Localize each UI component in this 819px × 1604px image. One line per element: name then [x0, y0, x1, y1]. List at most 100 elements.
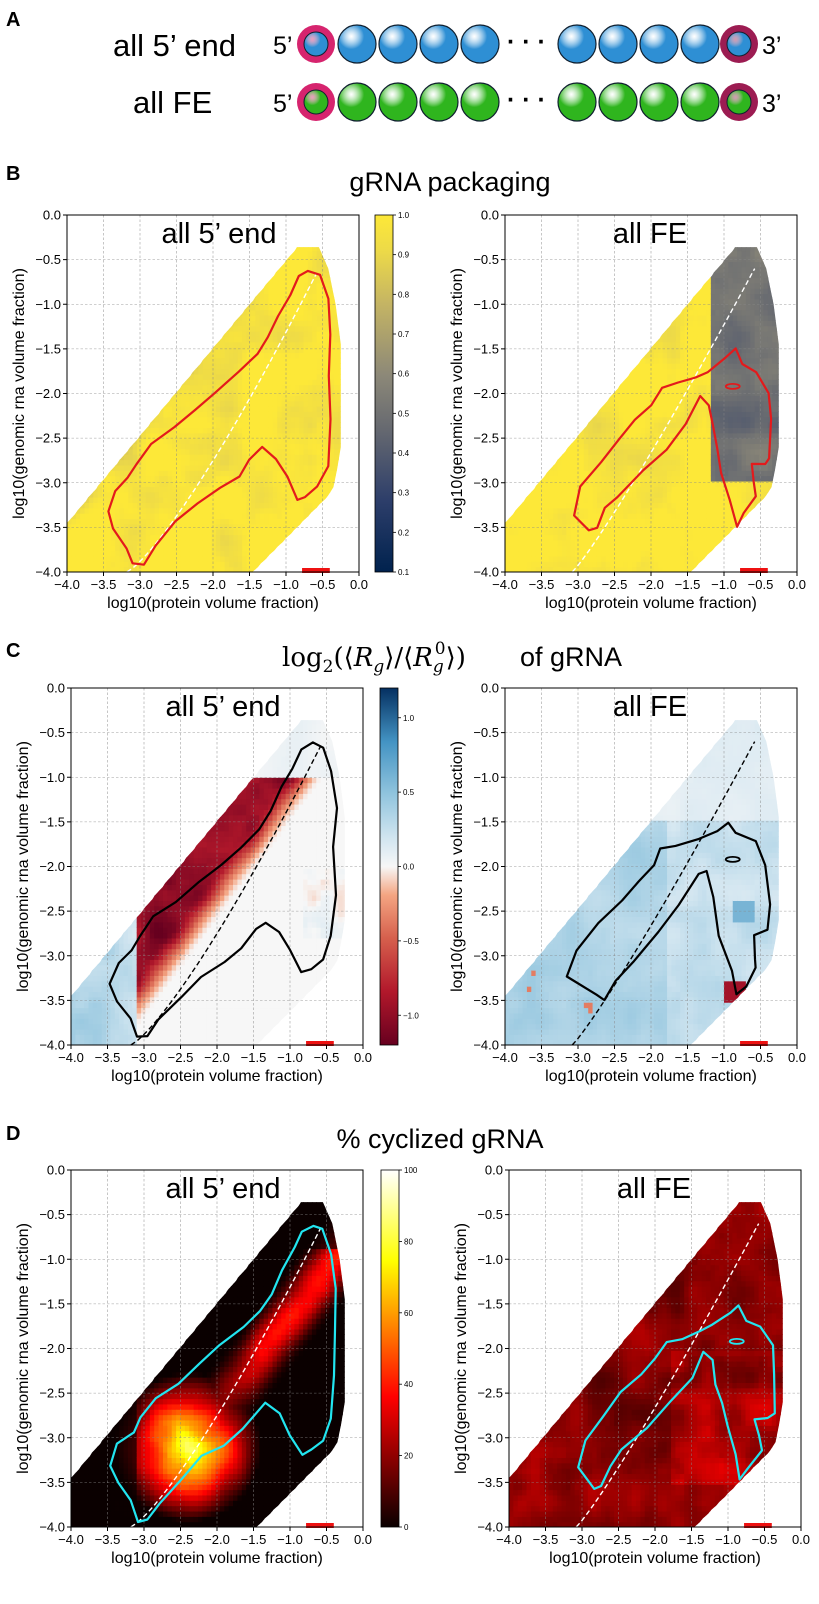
- bead: [598, 82, 638, 122]
- y-tick-label: 0.0: [43, 208, 61, 223]
- contour-island: [724, 382, 741, 390]
- y-tick-label: −3.5: [35, 520, 61, 535]
- contour-line: [577, 1304, 776, 1491]
- x-tick-label: −3.5: [95, 1050, 121, 1065]
- x-tick-label: −0.5: [310, 577, 336, 592]
- bead: [419, 82, 459, 122]
- x-tick-label: −3.5: [533, 1532, 559, 1547]
- y-tick-label: −4.0: [477, 1520, 503, 1535]
- dashed-boundary-line: [126, 272, 318, 573]
- x-tick-label: −0.5: [314, 1050, 340, 1065]
- colorbar-tick-label: 0.0: [403, 863, 415, 872]
- y-tick-label: −1.0: [477, 1252, 503, 1267]
- row-title-c: log2(⟨Rg⟩/⟨Rg0⟩) of gRNA: [282, 639, 622, 677]
- dashed-boundary-line: [571, 268, 756, 573]
- y-tick-label: −4.0: [473, 1038, 499, 1053]
- contour-line: [107, 269, 332, 566]
- row-b: −4.0 −3.5 −3.0 −2.5 −2.0 −1.5 −1.0 −0.5 0.0−4.0−…: [11, 208, 806, 613]
- y-tick-label: −3.5: [39, 1475, 65, 1490]
- row-title-d: % cyclized gRNA: [336, 1124, 543, 1154]
- y-tick-label: −1.5: [473, 814, 499, 829]
- row1-3prime-label: 3’: [762, 32, 781, 60]
- x-tick-label: −4.0: [58, 1050, 84, 1065]
- x-axis-label: log10(protein volume fraction): [545, 595, 757, 612]
- y-axis-label: log10(genomic rna volume fraction): [453, 1223, 470, 1474]
- y-tick-label: −0.5: [473, 725, 499, 740]
- y-tick-label: −2.5: [473, 904, 499, 919]
- x-tick-label: −1.5: [675, 577, 701, 592]
- x-tick-label: −2.0: [642, 1532, 668, 1547]
- y-tick-label: −3.0: [473, 948, 499, 963]
- y-tick-label: −3.5: [39, 993, 65, 1008]
- colorbar: 0.1 0.2 0.3 0.4 0.5 0.6 0.7 0.8 0.9 1.0: [374, 211, 410, 577]
- panel-a: A all 5’ end 5’ 3’ · · · all FE 5’ 3’ · …: [6, 9, 781, 122]
- y-tick-label: 0.0: [481, 681, 499, 696]
- y-tick-label: −3.0: [477, 1430, 503, 1445]
- x-tick-label: −3.5: [529, 577, 555, 592]
- x-tick-label: −3.0: [565, 577, 591, 592]
- subplot-5prime: −4.0 −3.5 −3.0 −2.5 −2.0 −1.5 −1.0 −0.5 0.0−4.0−…: [15, 681, 372, 1086]
- x-tick-label: −0.5: [748, 1050, 774, 1065]
- y-axis-label: log10(genomic rna volume fraction): [11, 268, 28, 519]
- x-tick-label: −3.0: [569, 1532, 595, 1547]
- y-tick-label: −2.0: [473, 859, 499, 874]
- y-tick-label: −3.0: [39, 1430, 65, 1445]
- y-tick-label: −3.5: [473, 993, 499, 1008]
- x-axis-label: log10(protein volume fraction): [111, 1068, 323, 1085]
- x-tick-label: −0.5: [314, 1532, 340, 1547]
- range-marker: [740, 568, 768, 573]
- x-tick-label: −4.0: [58, 1532, 84, 1547]
- x-tick-label: −1.5: [675, 1050, 701, 1065]
- x-tick-label: −4.0: [496, 1532, 522, 1547]
- y-tick-label: −1.5: [39, 1296, 65, 1311]
- colorbar-tick-label: 0.5: [403, 788, 415, 797]
- bead: [378, 24, 418, 64]
- y-tick-label: −2.5: [39, 1386, 65, 1401]
- x-tick-label: −3.0: [565, 1050, 591, 1065]
- colorbar: −1.0 −0.5 0.0 0.5 1.0: [379, 687, 419, 1046]
- x-tick-label: −2.0: [638, 1050, 664, 1065]
- row2-3prime-label: 3’: [762, 90, 781, 118]
- colorbar-tick-label: 0.6: [398, 370, 410, 379]
- y-tick-label: 0.0: [47, 681, 65, 696]
- row1-ellipsis: · · ·: [507, 28, 546, 56]
- range-marker: [740, 1041, 768, 1046]
- x-tick-label: −4.0: [492, 577, 518, 592]
- row2-ellipsis: · · ·: [507, 86, 546, 114]
- panel-letter-c: C: [6, 640, 20, 662]
- y-tick-label: −2.0: [35, 386, 61, 401]
- y-axis-label: log10(genomic rna volume fraction): [449, 268, 466, 519]
- grid: [71, 688, 363, 1045]
- bead: [598, 24, 638, 64]
- colorbar-gradient: [380, 1169, 400, 1528]
- x-axis-label: log10(protein volume fraction): [549, 1550, 761, 1567]
- y-tick-label: −2.0: [39, 859, 65, 874]
- bead: [726, 31, 752, 57]
- subplot-title: all FE: [613, 691, 687, 723]
- colorbar-tick-label: 0: [404, 1523, 409, 1532]
- bead: [557, 82, 597, 122]
- grid: [505, 688, 797, 1045]
- x-tick-label: −2.0: [638, 577, 664, 592]
- y-tick-label: −3.0: [39, 948, 65, 963]
- colorbar-gradient: [374, 214, 394, 573]
- colorbar-tick-label: 0.3: [398, 489, 410, 498]
- x-tick-label: 0.0: [354, 1050, 372, 1065]
- x-tick-label: 0.0: [350, 577, 368, 592]
- subplot-title: all 5’ end: [165, 691, 280, 723]
- y-tick-label: −1.5: [39, 814, 65, 829]
- y-tick-label: −2.5: [473, 431, 499, 446]
- row2-5prime-label: 5’: [273, 90, 292, 118]
- colorbar-tick-label: 60: [404, 1309, 413, 1318]
- y-tick-label: −3.5: [473, 520, 499, 535]
- range-marker: [744, 1523, 772, 1528]
- colorbar-tick-label: 40: [404, 1380, 413, 1389]
- x-tick-label: −3.5: [95, 1532, 121, 1547]
- subplot-fe: −4.0 −3.5 −3.0 −2.5 −2.0 −1.5 −1.0 −0.5 0.0−4.0−…: [449, 681, 806, 1086]
- x-tick-label: −2.0: [204, 1532, 230, 1547]
- colorbar: 0 20 40 60 80 100: [380, 1166, 418, 1532]
- x-tick-label: −2.5: [168, 1050, 194, 1065]
- x-tick-label: −1.5: [241, 1050, 267, 1065]
- x-tick-label: −1.0: [715, 1532, 741, 1547]
- x-tick-label: −2.0: [204, 1050, 230, 1065]
